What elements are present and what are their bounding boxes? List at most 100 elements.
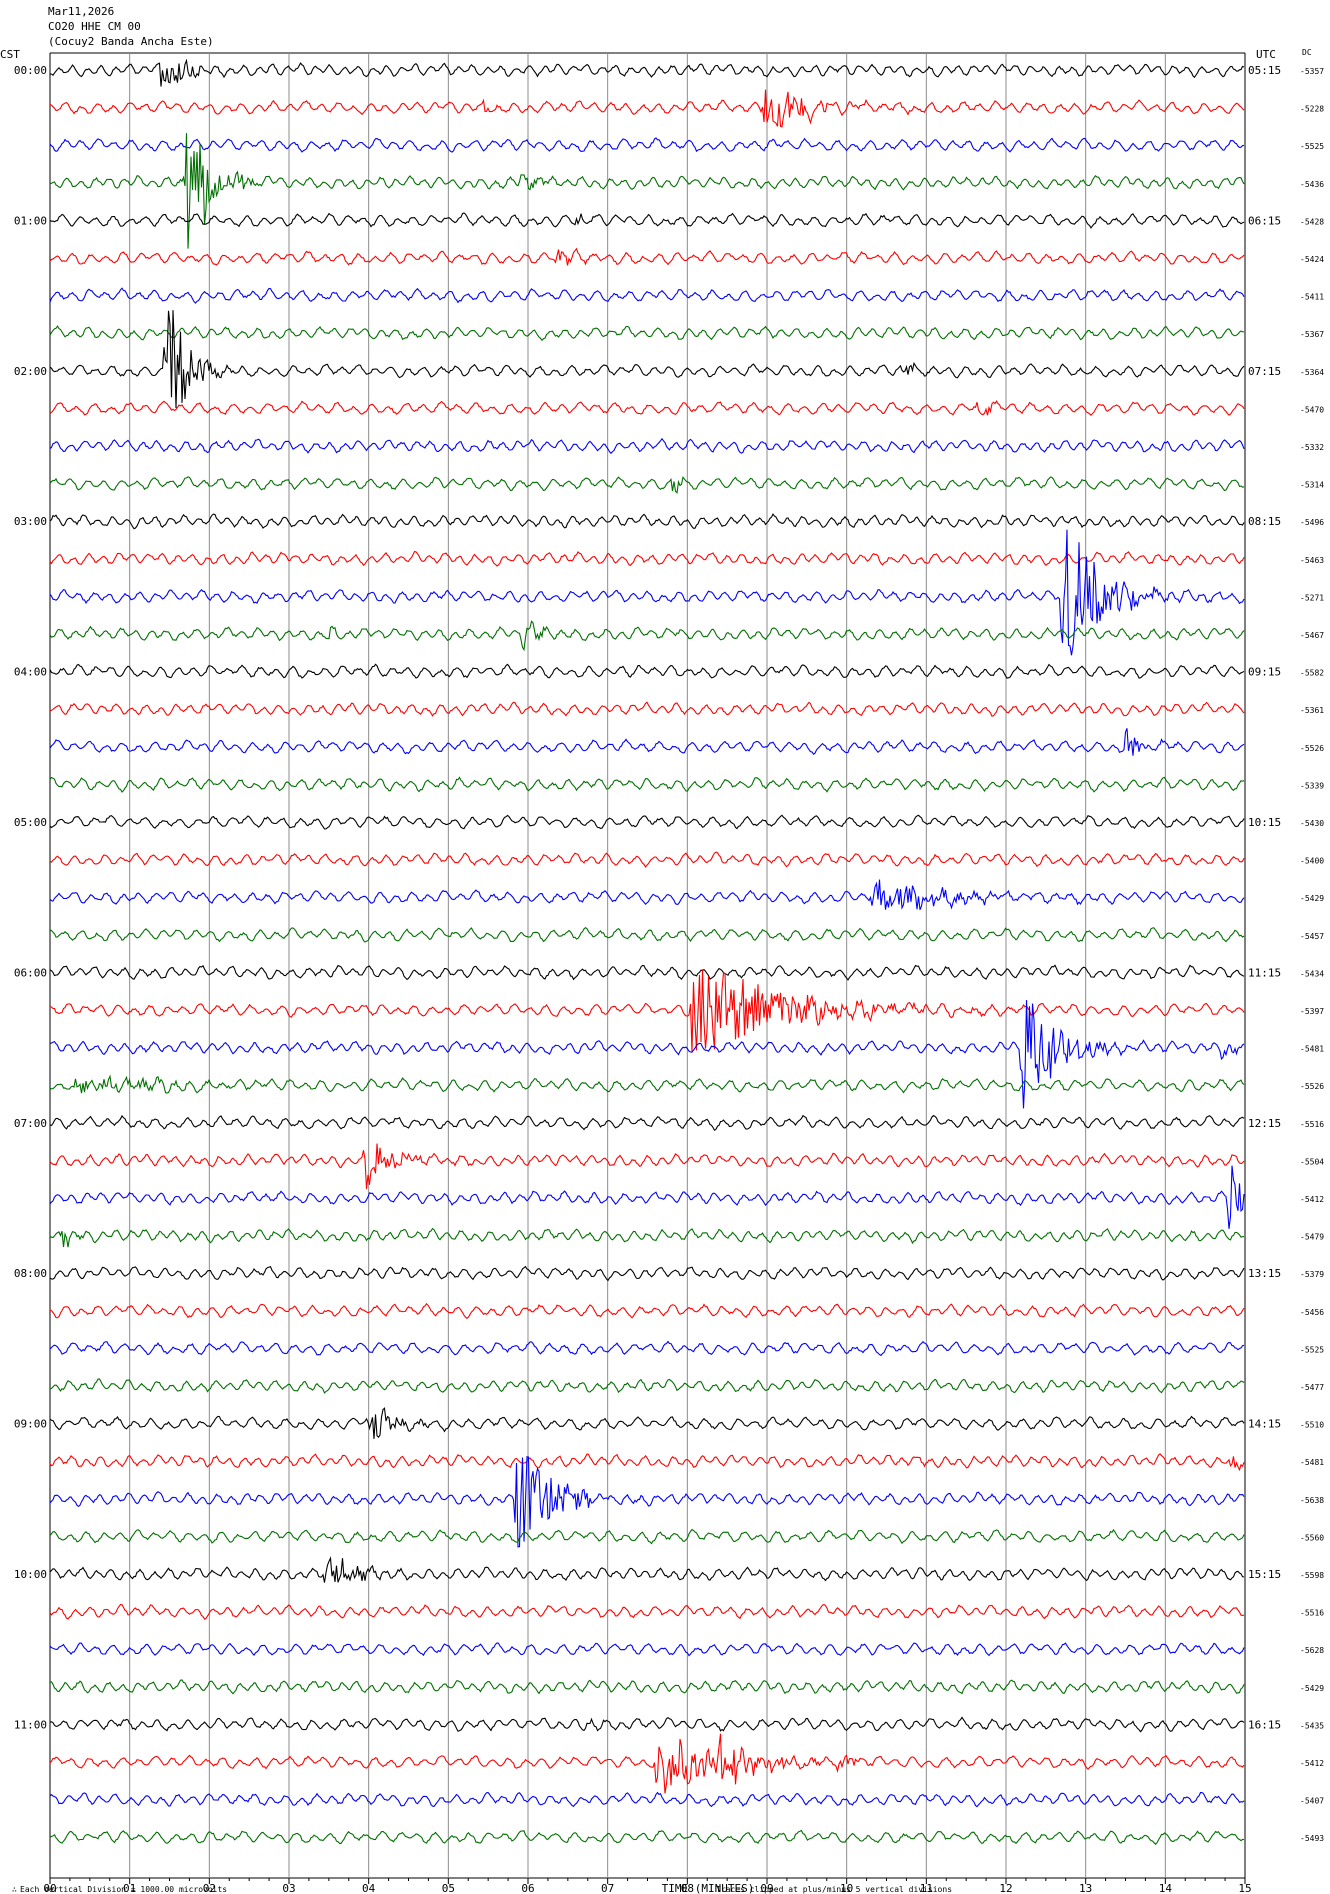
seismic-trace	[49, 1642, 1245, 1657]
dc-offset-label: -5411	[1300, 293, 1324, 302]
seismic-trace	[49, 1340, 1245, 1357]
seismic-trace	[49, 1074, 1245, 1094]
dc-offset-label: -5361	[1300, 706, 1324, 715]
x-tick-label: 03	[282, 1882, 295, 1894]
dc-offset-label: -5598	[1300, 1571, 1324, 1580]
seismic-trace	[49, 212, 1245, 229]
dc-offset-label: -5357	[1300, 67, 1324, 76]
x-axis-title: TIME (MINUTES)	[662, 1882, 755, 1894]
dc-offset-label: -5407	[1300, 1797, 1324, 1806]
seismic-trace	[49, 1378, 1245, 1394]
seismic-trace	[49, 1302, 1245, 1320]
seismic-trace	[49, 964, 1245, 981]
seismic-trace	[49, 1528, 1245, 1545]
seismic-trace	[49, 776, 1245, 793]
dc-offset-label: -5364	[1300, 368, 1324, 377]
x-tick-label: 01	[123, 1882, 136, 1894]
seismic-trace	[49, 529, 1245, 656]
dc-offset-label: -5412	[1300, 1195, 1324, 1204]
dc-offset-label: -5526	[1300, 1082, 1324, 1091]
seismic-trace	[49, 287, 1245, 304]
utc-label: UTC	[1256, 48, 1276, 61]
dc-offset-label: -5339	[1300, 781, 1324, 790]
cst-hour-label: 07:00	[14, 1117, 47, 1130]
utc-hour-label: 07:15	[1248, 365, 1281, 378]
traces	[49, 58, 1245, 1845]
dc-offset-label: -5456	[1300, 1308, 1324, 1317]
dc-offset-label: -5463	[1300, 556, 1324, 565]
dc-offset-label: -5367	[1300, 330, 1324, 339]
location-label: (Cocuy2 Banda Ancha Este)	[48, 35, 214, 48]
dc-offset-label: -5510	[1300, 1421, 1324, 1430]
cst-hour-label: 04:00	[14, 666, 47, 679]
seismic-trace	[49, 1556, 1245, 1583]
utc-hour-label: 16:15	[1248, 1718, 1281, 1731]
seismic-trace	[49, 437, 1245, 455]
x-tick-label: 14	[1159, 1882, 1173, 1894]
x-tick-label: 04	[362, 1882, 376, 1894]
dc-offset-label: -5412	[1300, 1759, 1324, 1768]
cst-hour-label: 02:00	[14, 365, 47, 378]
utc-hour-label: 12:15	[1248, 1117, 1281, 1130]
footer-clip-note: Traces clipped at plus/minus 5 vertical …	[716, 1885, 952, 1894]
utc-hour-label: 09:15	[1248, 666, 1281, 679]
seismic-trace	[49, 728, 1245, 756]
cst-hour-label: 05:00	[14, 816, 47, 829]
dc-offset-label: -5436	[1300, 180, 1324, 189]
dc-offset-label: -5397	[1300, 1007, 1324, 1016]
seismic-trace	[49, 620, 1245, 652]
dc-offset-label: -5582	[1300, 669, 1324, 678]
x-tick-label: 15	[1238, 1882, 1251, 1894]
dc-offset-label: -5428	[1300, 217, 1324, 226]
dc-offset-label: -5430	[1300, 819, 1324, 828]
dc-offset-label: -5228	[1300, 105, 1324, 114]
dc-offset-label: -5400	[1300, 857, 1324, 866]
dc-offset-label: -5496	[1300, 518, 1324, 527]
seismic-trace	[49, 550, 1245, 567]
utc-hour-label: 08:15	[1248, 515, 1281, 528]
cst-hour-label: 00:00	[14, 64, 47, 77]
footer-glyph: ∴	[12, 1885, 17, 1894]
utc-hour-label: 11:15	[1248, 966, 1281, 979]
dc-offset-label: -5525	[1300, 142, 1324, 151]
seismic-trace	[49, 476, 1245, 494]
seismic-trace	[49, 927, 1245, 943]
station-label: CO20 HHE CM 00	[48, 20, 141, 33]
seismic-trace	[49, 1143, 1245, 1189]
seismic-trace	[49, 814, 1245, 830]
date-label: Mar11,2026	[48, 5, 115, 18]
cst-hour-label: 03:00	[14, 515, 47, 528]
seismic-trace	[49, 1716, 1245, 1733]
seismic-trace	[49, 879, 1245, 911]
utc-hour-label: 15:15	[1248, 1568, 1281, 1581]
cst-hour-label: 06:00	[14, 966, 47, 979]
x-tick-label: 10	[840, 1882, 853, 1894]
dc-offset-label: -5332	[1300, 443, 1324, 452]
x-tick-label: 09	[760, 1882, 773, 1894]
seismic-trace	[49, 701, 1245, 717]
dc-offset-label: -5477	[1300, 1383, 1324, 1392]
seismic-trace	[49, 1407, 1245, 1439]
seismic-trace	[49, 1829, 1245, 1845]
seismic-trace	[49, 851, 1245, 868]
x-tick-label: 07	[601, 1882, 614, 1894]
cst-hour-label: 09:00	[14, 1418, 47, 1431]
seismic-trace	[49, 1000, 1245, 1109]
seismic-trace	[49, 310, 1245, 409]
seismic-trace	[49, 663, 1245, 679]
seismic-trace	[49, 1165, 1245, 1229]
seismic-trace	[49, 1679, 1245, 1695]
cst-label: CST	[0, 48, 20, 61]
seismic-trace	[49, 1265, 1245, 1282]
seismic-trace	[49, 58, 1245, 87]
x-tick-label: 11	[920, 1882, 933, 1894]
seismic-trace	[49, 969, 1245, 1052]
dc-offset-label: -5516	[1300, 1120, 1324, 1129]
seismic-trace	[49, 1791, 1245, 1808]
x-tick-label: 00	[43, 1882, 56, 1894]
dc-offset-label: -5434	[1300, 969, 1324, 978]
axis-labels: -5357 00:00 05:15 -5228 -5525 -5436 -5428 01:00…	[0, 48, 1324, 1894]
dc-offset-label: -5481	[1300, 1458, 1324, 1467]
utc-hour-label: 10:15	[1248, 816, 1281, 829]
